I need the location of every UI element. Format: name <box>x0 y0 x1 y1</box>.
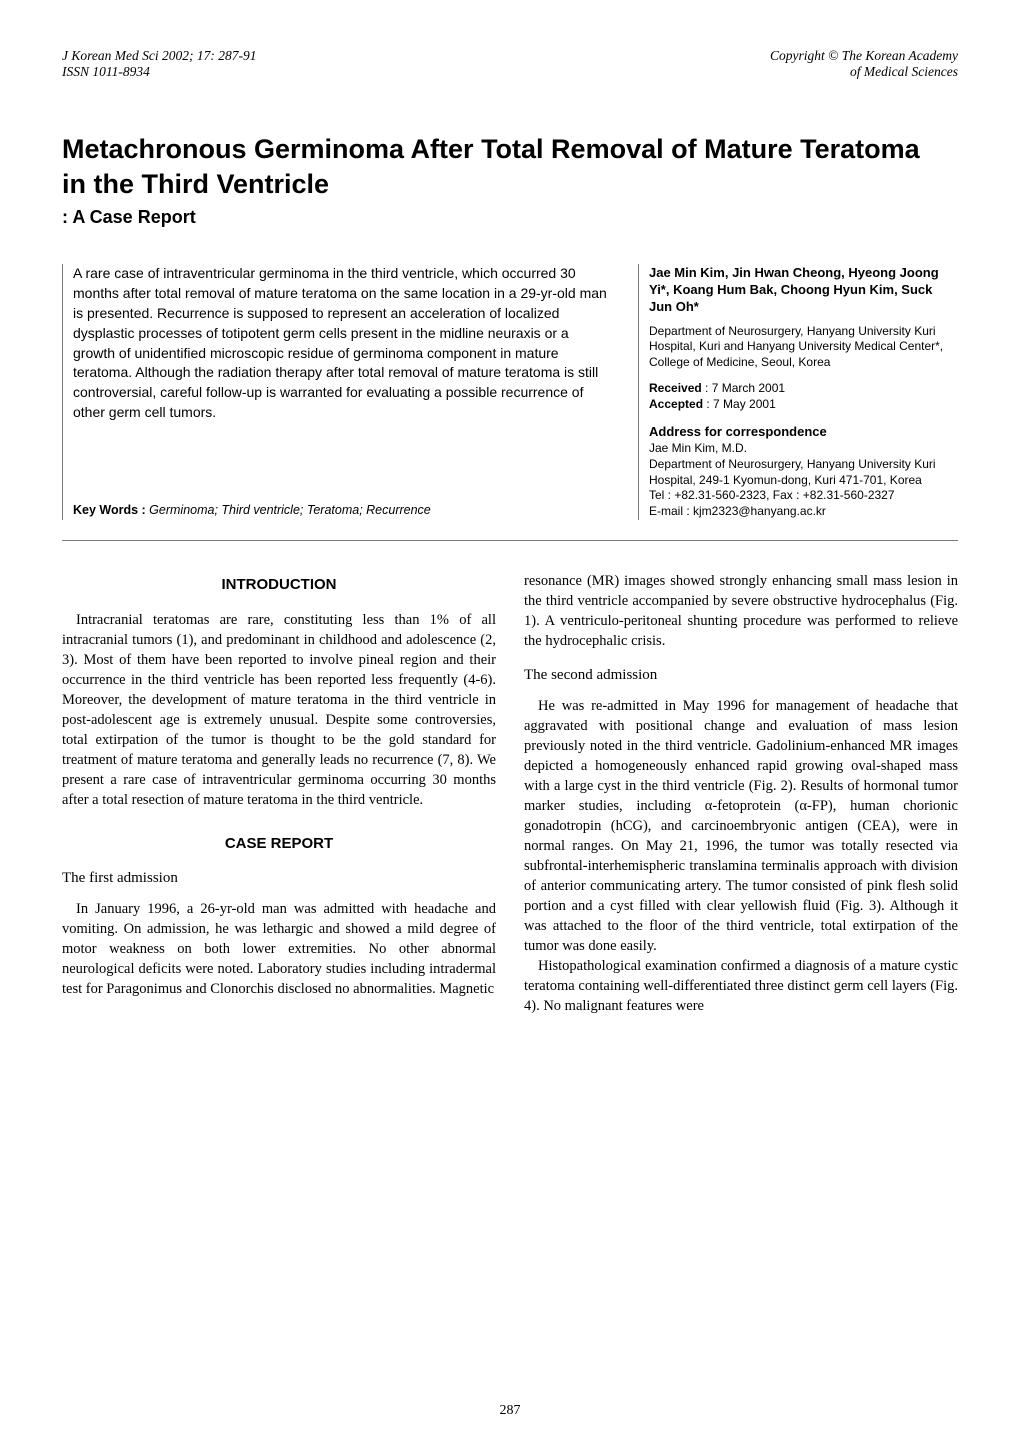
corr-tel: Tel : +82.31-560-2323, Fax : +82.31-560-… <box>649 488 958 504</box>
corr-email: E-mail : kjm2323@hanyang.ac.kr <box>649 504 958 520</box>
body-columns: INTRODUCTION Intracranial teratomas are … <box>62 571 958 1016</box>
first-admission-heading: The first admission <box>62 868 496 889</box>
corr-dept: Department of Neurosurgery, Hanyang Univ… <box>649 457 958 489</box>
correspondence-heading: Address for correspondence <box>649 423 958 440</box>
received-label: Received <box>649 381 702 395</box>
accepted-label: Accepted <box>649 397 703 411</box>
issn: ISSN 1011-8934 <box>62 64 256 80</box>
date-block: Received : 7 March 2001 Accepted : 7 May… <box>649 381 958 413</box>
corr-name: Jae Min Kim, M.D. <box>649 441 958 457</box>
header-left: J Korean Med Sci 2002; 17: 287-91 ISSN 1… <box>62 48 256 80</box>
keywords-line: Key Words : Germinoma; Third ventricle; … <box>73 502 614 520</box>
author-sidebar: Jae Min Kim, Jin Hwan Cheong, Hyeong Joo… <box>638 264 958 520</box>
received-line: Received : 7 March 2001 <box>649 381 958 397</box>
intro-paragraph-1: Intracranial teratomas are rare, constit… <box>62 610 496 810</box>
title-line-2: in the Third Ventricle <box>62 167 958 202</box>
second-admission-heading: The second admission <box>524 665 958 686</box>
author-names: Jae Min Kim, Jin Hwan Cheong, Hyeong Joo… <box>649 264 958 315</box>
accepted-value: : 7 May 2001 <box>703 397 776 411</box>
second-admission-paragraph-1: He was re-admitted in May 1996 for manag… <box>524 696 958 956</box>
page-number: 287 <box>500 1403 521 1419</box>
second-admission-paragraph-2: Histopathological examination confirmed … <box>524 956 958 1016</box>
abstract-block: A rare case of intraventricular germinom… <box>62 264 958 520</box>
article-title: Metachronous Germinoma After Total Remov… <box>62 132 958 201</box>
right-top-paragraph: resonance (MR) images showed strongly en… <box>524 571 958 651</box>
copyright-line-2: of Medical Sciences <box>770 64 958 80</box>
introduction-heading: INTRODUCTION <box>62 575 496 596</box>
author-affiliation: Department of Neurosurgery, Hanyang Univ… <box>649 324 958 371</box>
left-column: INTRODUCTION Intracranial teratomas are … <box>62 571 496 1016</box>
keywords-values: Germinoma; Third ventricle; Teratoma; Re… <box>149 503 431 517</box>
article-subtitle: : A Case Report <box>62 207 958 228</box>
section-divider <box>62 540 958 541</box>
received-value: : 7 March 2001 <box>702 381 785 395</box>
running-header: J Korean Med Sci 2002; 17: 287-91 ISSN 1… <box>62 48 958 80</box>
right-column: resonance (MR) images showed strongly en… <box>524 571 958 1016</box>
title-line-1: Metachronous Germinoma After Total Remov… <box>62 132 958 167</box>
abstract-left-col: A rare case of intraventricular germinom… <box>62 264 614 520</box>
first-admission-paragraph: In January 1996, a 26-yr-old man was adm… <box>62 899 496 999</box>
keywords-label: Key Words : <box>73 503 149 517</box>
abstract-text: A rare case of intraventricular germinom… <box>73 264 614 423</box>
correspondence-body: Jae Min Kim, M.D. Department of Neurosur… <box>649 441 958 520</box>
copyright-line-1: Copyright © The Korean Academy <box>770 48 958 64</box>
accepted-line: Accepted : 7 May 2001 <box>649 397 958 413</box>
header-right: Copyright © The Korean Academy of Medica… <box>770 48 958 80</box>
journal-ref: J Korean Med Sci 2002; 17: 287-91 <box>62 48 256 64</box>
case-report-heading: CASE REPORT <box>62 834 496 855</box>
